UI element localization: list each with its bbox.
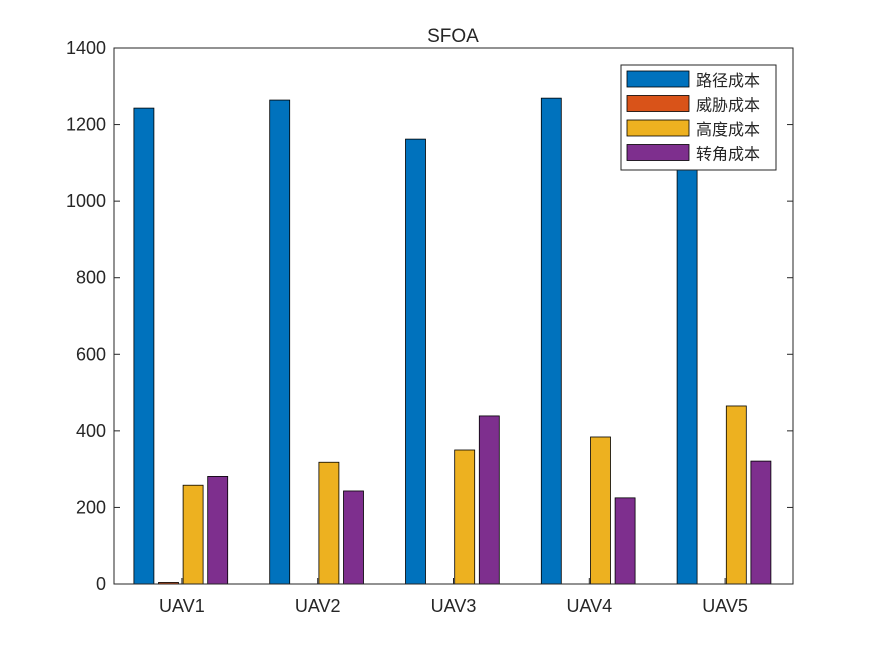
legend-label: 转角成本 — [696, 145, 760, 164]
x-tick-label: UAV4 — [566, 596, 612, 616]
bar-UAV2-0 — [269, 99, 291, 585]
bar-UAV4-3 — [614, 497, 636, 585]
legend-swatch — [626, 95, 690, 112]
bar-UAV1-0 — [133, 107, 155, 585]
y-tick-label: 1400 — [66, 38, 106, 58]
y-tick-label: 200 — [76, 497, 106, 517]
bar-UAV3-3 — [478, 415, 500, 585]
legend-label: 路径成本 — [696, 71, 760, 90]
chart-title: SFOA — [427, 26, 479, 47]
legend-swatch — [626, 144, 690, 161]
legend-label: 高度成本 — [696, 120, 760, 139]
bar-UAV2-3 — [343, 490, 364, 585]
x-tick-label: UAV5 — [702, 596, 748, 616]
legend-swatch — [626, 70, 690, 88]
y-tick-label: 0 — [96, 574, 106, 594]
bar-UAV4-0 — [540, 97, 562, 585]
bar-UAV1-2 — [182, 484, 204, 585]
bar-UAV5-3 — [750, 460, 772, 585]
x-tick-label: UAV3 — [431, 596, 477, 616]
y-tick-label: 800 — [76, 268, 106, 288]
x-tick-label: UAV2 — [295, 596, 341, 616]
bar-UAV5-2 — [725, 405, 747, 585]
bar-UAV4-2 — [590, 436, 611, 585]
y-tick-label: 400 — [76, 421, 106, 441]
legend-label: 威胁成本 — [696, 96, 760, 115]
bar-UAV3-0 — [405, 138, 426, 585]
legend-swatch — [626, 119, 690, 137]
y-tick-label: 1000 — [66, 191, 106, 211]
x-tick-label: UAV1 — [159, 596, 205, 616]
y-tick-label: 1200 — [66, 115, 106, 135]
bar-UAV3-2 — [454, 449, 476, 585]
bar-UAV2-2 — [318, 461, 340, 585]
bar-UAV1-3 — [207, 476, 229, 585]
bar-UAV5-0 — [676, 116, 698, 585]
y-tick-label: 600 — [76, 344, 106, 364]
